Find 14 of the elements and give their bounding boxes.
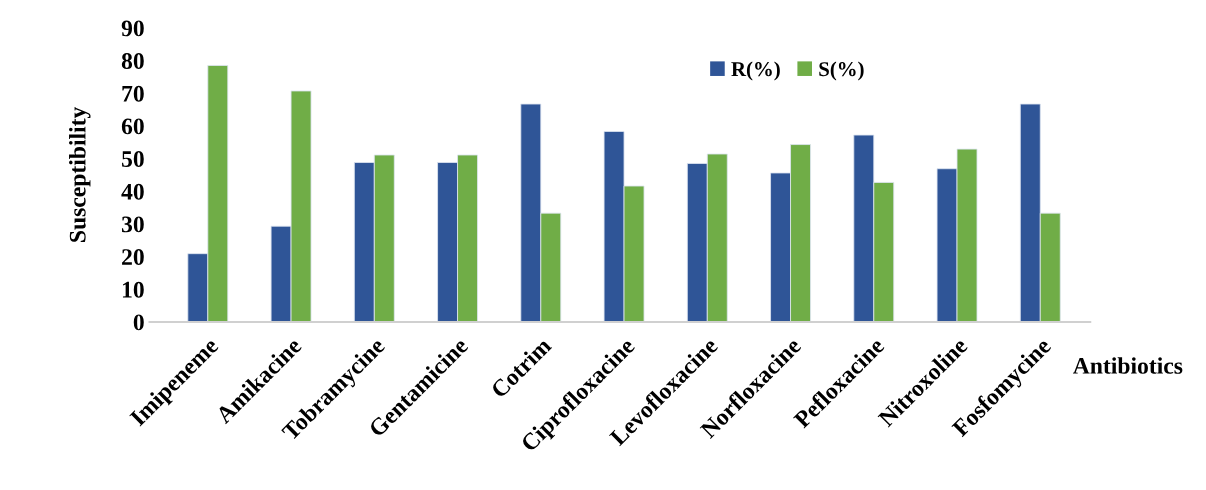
legend-label: S(%)	[819, 61, 864, 81]
y-tick-label: 40	[121, 183, 144, 200]
y-axis-title: Susceptibility	[69, 106, 91, 242]
x-axis-title: Antibiotics	[1072, 357, 1183, 374]
legend-label: R(%)	[731, 61, 780, 81]
y-tick-label: 0	[133, 314, 144, 331]
y-tick-label: 90	[121, 20, 144, 37]
y-tick-label: 30	[121, 216, 144, 233]
y-tick-label: 20	[122, 249, 144, 266]
y-tick-label: 80	[121, 53, 144, 70]
y-tick-label: 70	[122, 85, 144, 102]
y-tick-label: 60	[121, 118, 144, 135]
y-tick-label: 10	[122, 281, 144, 298]
y-tick-label: 50	[122, 151, 144, 168]
